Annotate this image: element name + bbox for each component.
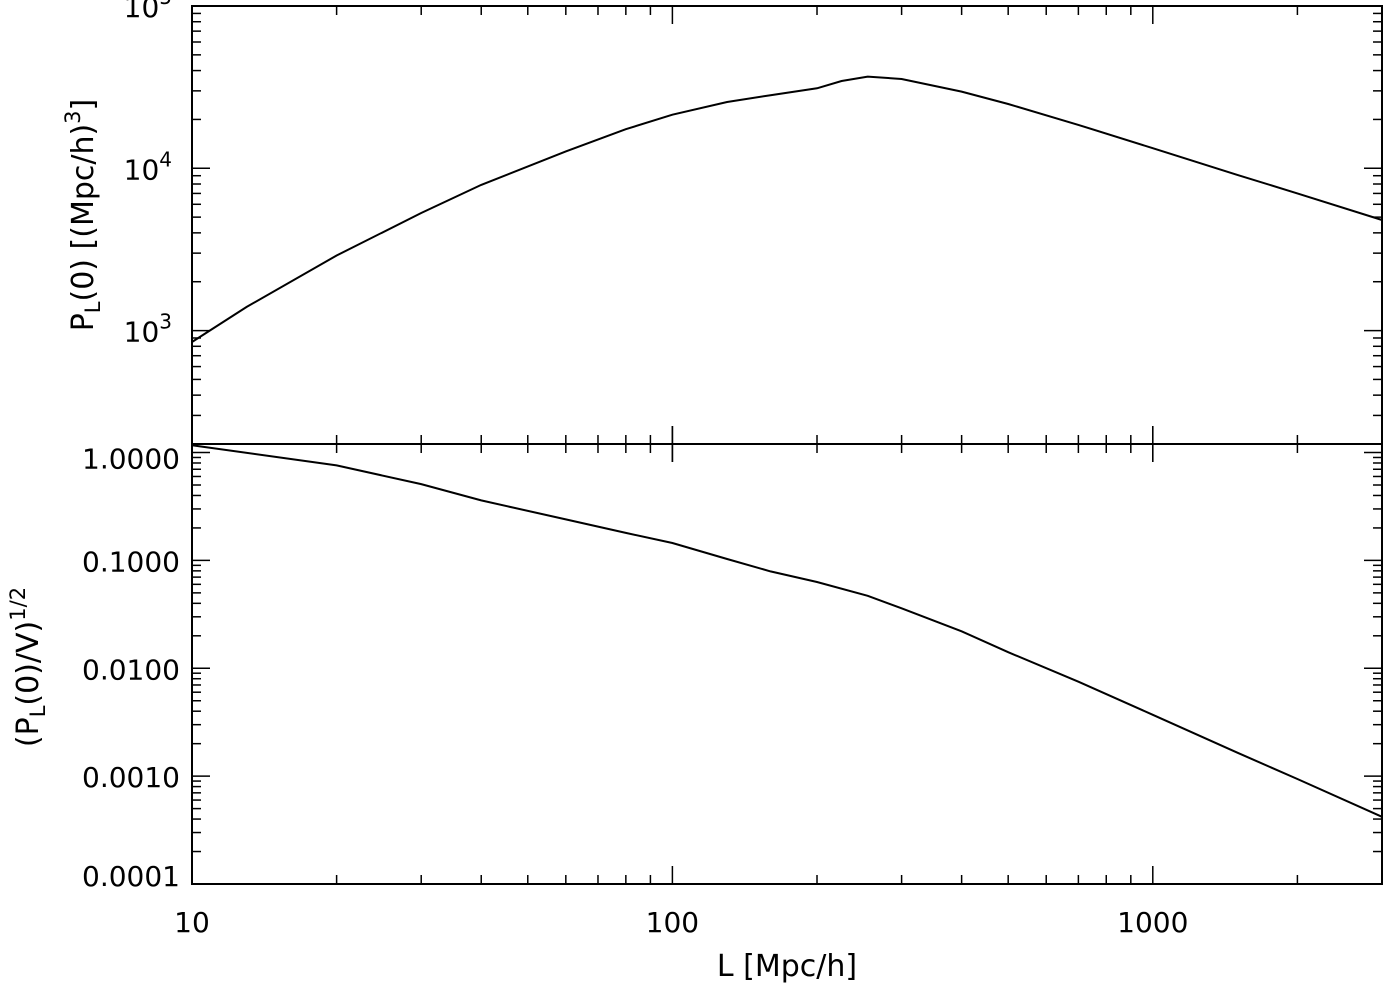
top-y-tick-label: 103	[124, 310, 172, 349]
top-y-tick-label: 105	[124, 0, 172, 24]
x-tick-label: 10	[174, 906, 210, 939]
top-series-line	[191, 75, 1383, 343]
tick-labels: 10 100 1000 103 104 105 0.0001 0.0010 0.0100 0.10…	[82, 0, 1188, 939]
x-tick-label: 100	[646, 906, 699, 939]
top-y-tick-label: 104	[124, 147, 172, 186]
axis-ticks	[191, 5, 1383, 885]
bottom-y-tick-label: 0.0010	[82, 761, 180, 794]
bottom-y-tick-label: 0.0100	[82, 653, 180, 686]
bottom-y-tick-label: 0.0001	[82, 860, 180, 893]
x-tick-label: 1000	[1117, 906, 1188, 939]
bottom-y-tick-label: 1.0000	[82, 443, 180, 476]
bottom-y-tick-label: 0.1000	[82, 545, 180, 578]
top-y-axis-title: PL(0) [(Mpc/h)3]	[61, 99, 105, 332]
x-axis-title: L [Mpc/h]	[717, 949, 857, 984]
bottom-y-axis-title: (PL(0)/V)1/2	[6, 587, 50, 747]
bottom-panel-frame	[191, 443, 1383, 885]
top-panel-frame	[191, 5, 1383, 445]
bottom-series-line	[191, 444, 1383, 818]
